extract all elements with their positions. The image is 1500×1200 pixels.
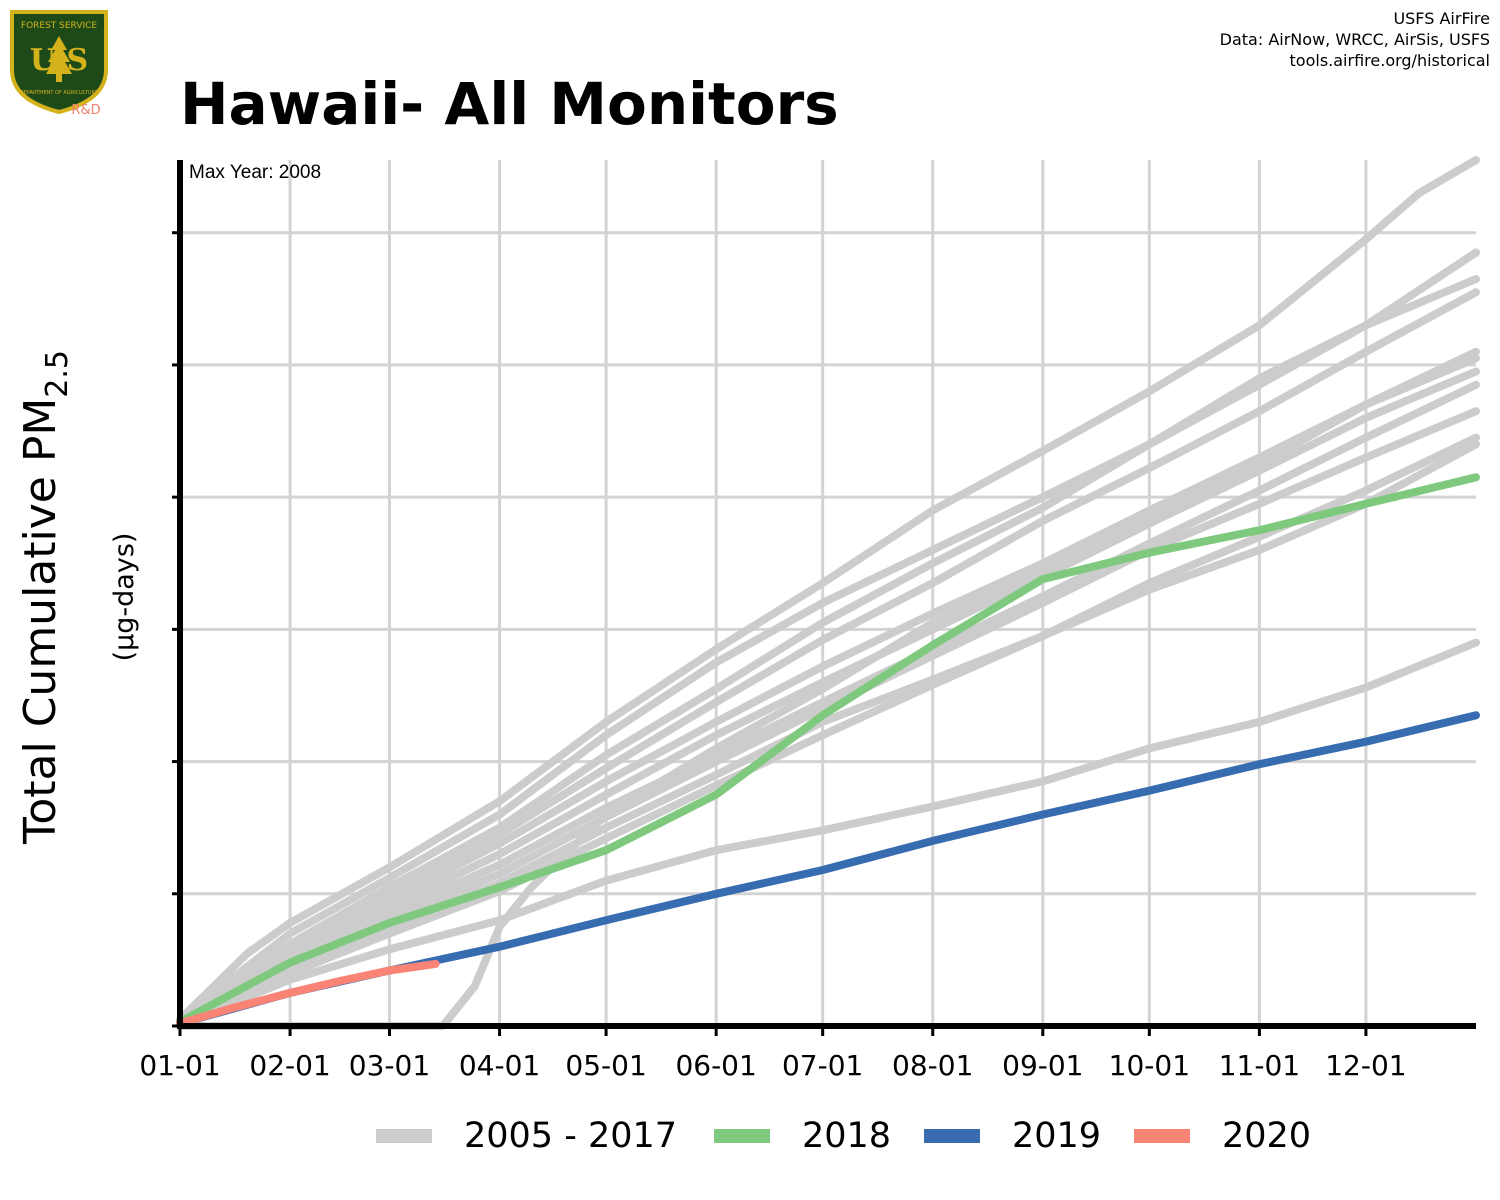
x-tick-label: 07-01 [782,1049,863,1082]
credits: USFS AirFire Data: AirNow, WRCC, AirSis,… [1220,8,1490,71]
y-axis-label: Total Cumulative PM2.5 (µg-days) [15,350,140,845]
legend-swatch [1134,1129,1190,1143]
credit-line: USFS AirFire [1393,9,1490,28]
series-line-2005-2017 [176,367,1480,1026]
x-tick-label: 09-01 [1002,1049,1083,1082]
series-line-2005-2017 [176,156,1480,1024]
legend: 2005 - 2017 2018 2019 2020 [0,1108,1500,1168]
series-line-2005-2017 [176,288,1480,1026]
y-axis-units: (µg-days) [109,533,140,662]
legend-item: 2019 [924,1108,1101,1164]
series-line-2018 [176,473,1480,1026]
legend-label: 2020 [1222,1116,1312,1156]
y-axis-title: Total Cumulative PM2.5 [15,350,75,845]
logo-letters: U S [30,43,88,78]
legend-swatch [714,1129,770,1143]
axes: 01-01 02-01 03-01 04-01 05-01 06-01 07-01 08-01… [139,160,1476,1082]
legend-label: 2005 - 2017 [464,1116,678,1156]
y-axis-title-main: Total Cumulative PM [15,398,66,845]
background-series [176,156,1480,1030]
legend-swatch [376,1129,432,1143]
legend-item: 2005 - 2017 [376,1108,677,1164]
series-line-2020 [176,959,440,1028]
y-axis-title-subscript: 2.5 [40,350,75,398]
x-tick-label: 11-01 [1219,1049,1300,1082]
legend-item: 2020 [1134,1108,1311,1164]
x-tick-label: 04-01 [459,1049,540,1082]
x-tick-label: 05-01 [565,1049,646,1082]
chart-title: Hawaii- All Monitors [180,70,839,138]
x-tick-label: 08-01 [892,1049,973,1082]
x-tick-label: 10-01 [1109,1049,1190,1082]
series-line-2005-2017 [176,433,1480,1028]
x-tick-label: 03-01 [349,1049,430,1082]
legend-swatch [924,1129,980,1143]
x-tick-label: 01-01 [139,1049,220,1082]
x-tick-label: 12-01 [1325,1049,1406,1082]
logo-bottom-text: DEPARTMENT OF AGRICULTURE [20,90,98,96]
logo-tag: R&D [71,103,100,118]
usfs-logo: U S FOREST SERVICE DEPARTMENT OF AGRICUL… [10,10,108,118]
credit-line: Data: AirNow, WRCC, AirSis, USFS [1219,30,1490,49]
chart-plot: 01-01 02-01 03-01 04-01 05-01 06-01 07-01 08-01… [139,156,1480,1082]
tree-icon [46,36,72,82]
x-tick-label: 06-01 [675,1049,756,1082]
credit-line: tools.airfire.org/historical [1289,51,1490,70]
highlight-series [176,473,1480,1028]
max-year-annotation: Max Year: 2008 [189,162,321,183]
logo-top-text: FOREST SERVICE [21,21,98,31]
legend-label: 2019 [1012,1116,1102,1156]
legend-item: 2018 [714,1108,891,1164]
series-line-2005-2017 [176,638,1480,1028]
series-line-2005-2017 [176,248,1480,1025]
x-tick-label: 02-01 [249,1049,330,1082]
legend-label: 2018 [802,1116,892,1156]
